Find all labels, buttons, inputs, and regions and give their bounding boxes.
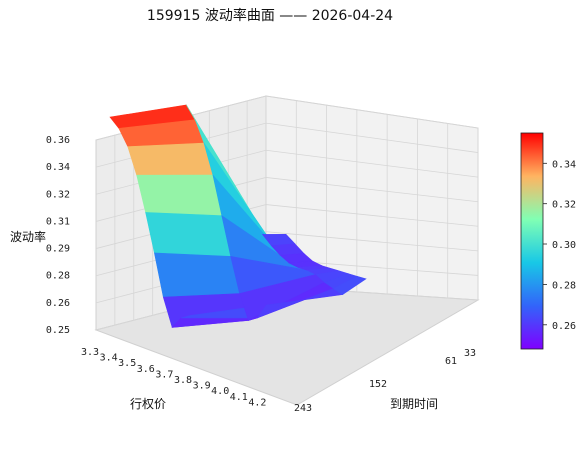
axis-ticks: 0.250.260.280.290.310.320.340.363.33.43.…: [46, 135, 476, 414]
chart-title: 159915 波动率曲面 —— 2026-04-24: [147, 7, 393, 24]
colorbar-tick-label: 0.32: [552, 200, 576, 211]
y-tick-label: 243: [294, 403, 312, 414]
y-tick-label: 33: [464, 348, 476, 359]
x-axis-label: 行权价: [130, 397, 166, 411]
colorbar-tick-label: 0.26: [552, 321, 576, 332]
z-tick-label: 0.25: [46, 325, 70, 336]
x-tick-label: 4.0: [211, 386, 229, 397]
colorbar: 0.26 0.28 0.30 0.32 0.34: [520, 132, 576, 350]
colorbar-tick-label: 0.34: [552, 159, 576, 170]
z-tick-label: 0.29: [46, 244, 70, 255]
surface-patch: [136, 174, 223, 217]
x-tick-label: 3.7: [155, 369, 173, 380]
surface-patch: [127, 142, 214, 176]
volatility-surface: [109, 104, 367, 328]
colorbar-tick-label: 0.28: [552, 280, 576, 291]
y-tick-label: 61: [445, 356, 457, 367]
z-tick-label: 0.34: [46, 162, 70, 173]
y-axis-label: 到期时间: [390, 397, 438, 411]
z-axis-label: 波动率: [10, 229, 46, 244]
x-tick-label: 3.3: [81, 347, 99, 358]
surface-patch: [145, 212, 232, 257]
surface-patch: [154, 252, 240, 298]
z-tick-label: 0.28: [46, 271, 70, 282]
x-tick-label: 4.2: [248, 397, 266, 408]
z-tick-label: 0.31: [46, 216, 70, 227]
x-tick-label: 3.4: [100, 353, 118, 364]
x-tick-label: 4.1: [230, 392, 248, 403]
colorbar-gradient: [520, 132, 544, 350]
x-tick-label: 3.5: [118, 358, 136, 369]
colorbar-tick-label: 0.30: [552, 240, 576, 251]
x-tick-label: 3.8: [174, 375, 192, 386]
z-tick-label: 0.32: [46, 189, 70, 200]
y-tick-label: 152: [369, 379, 387, 390]
surface-patch: [333, 275, 367, 295]
x-tick-label: 3.9: [193, 381, 211, 392]
x-tick-label: 3.6: [137, 364, 155, 375]
z-tick-label: 0.26: [46, 298, 70, 309]
z-tick-label: 0.36: [46, 135, 70, 146]
